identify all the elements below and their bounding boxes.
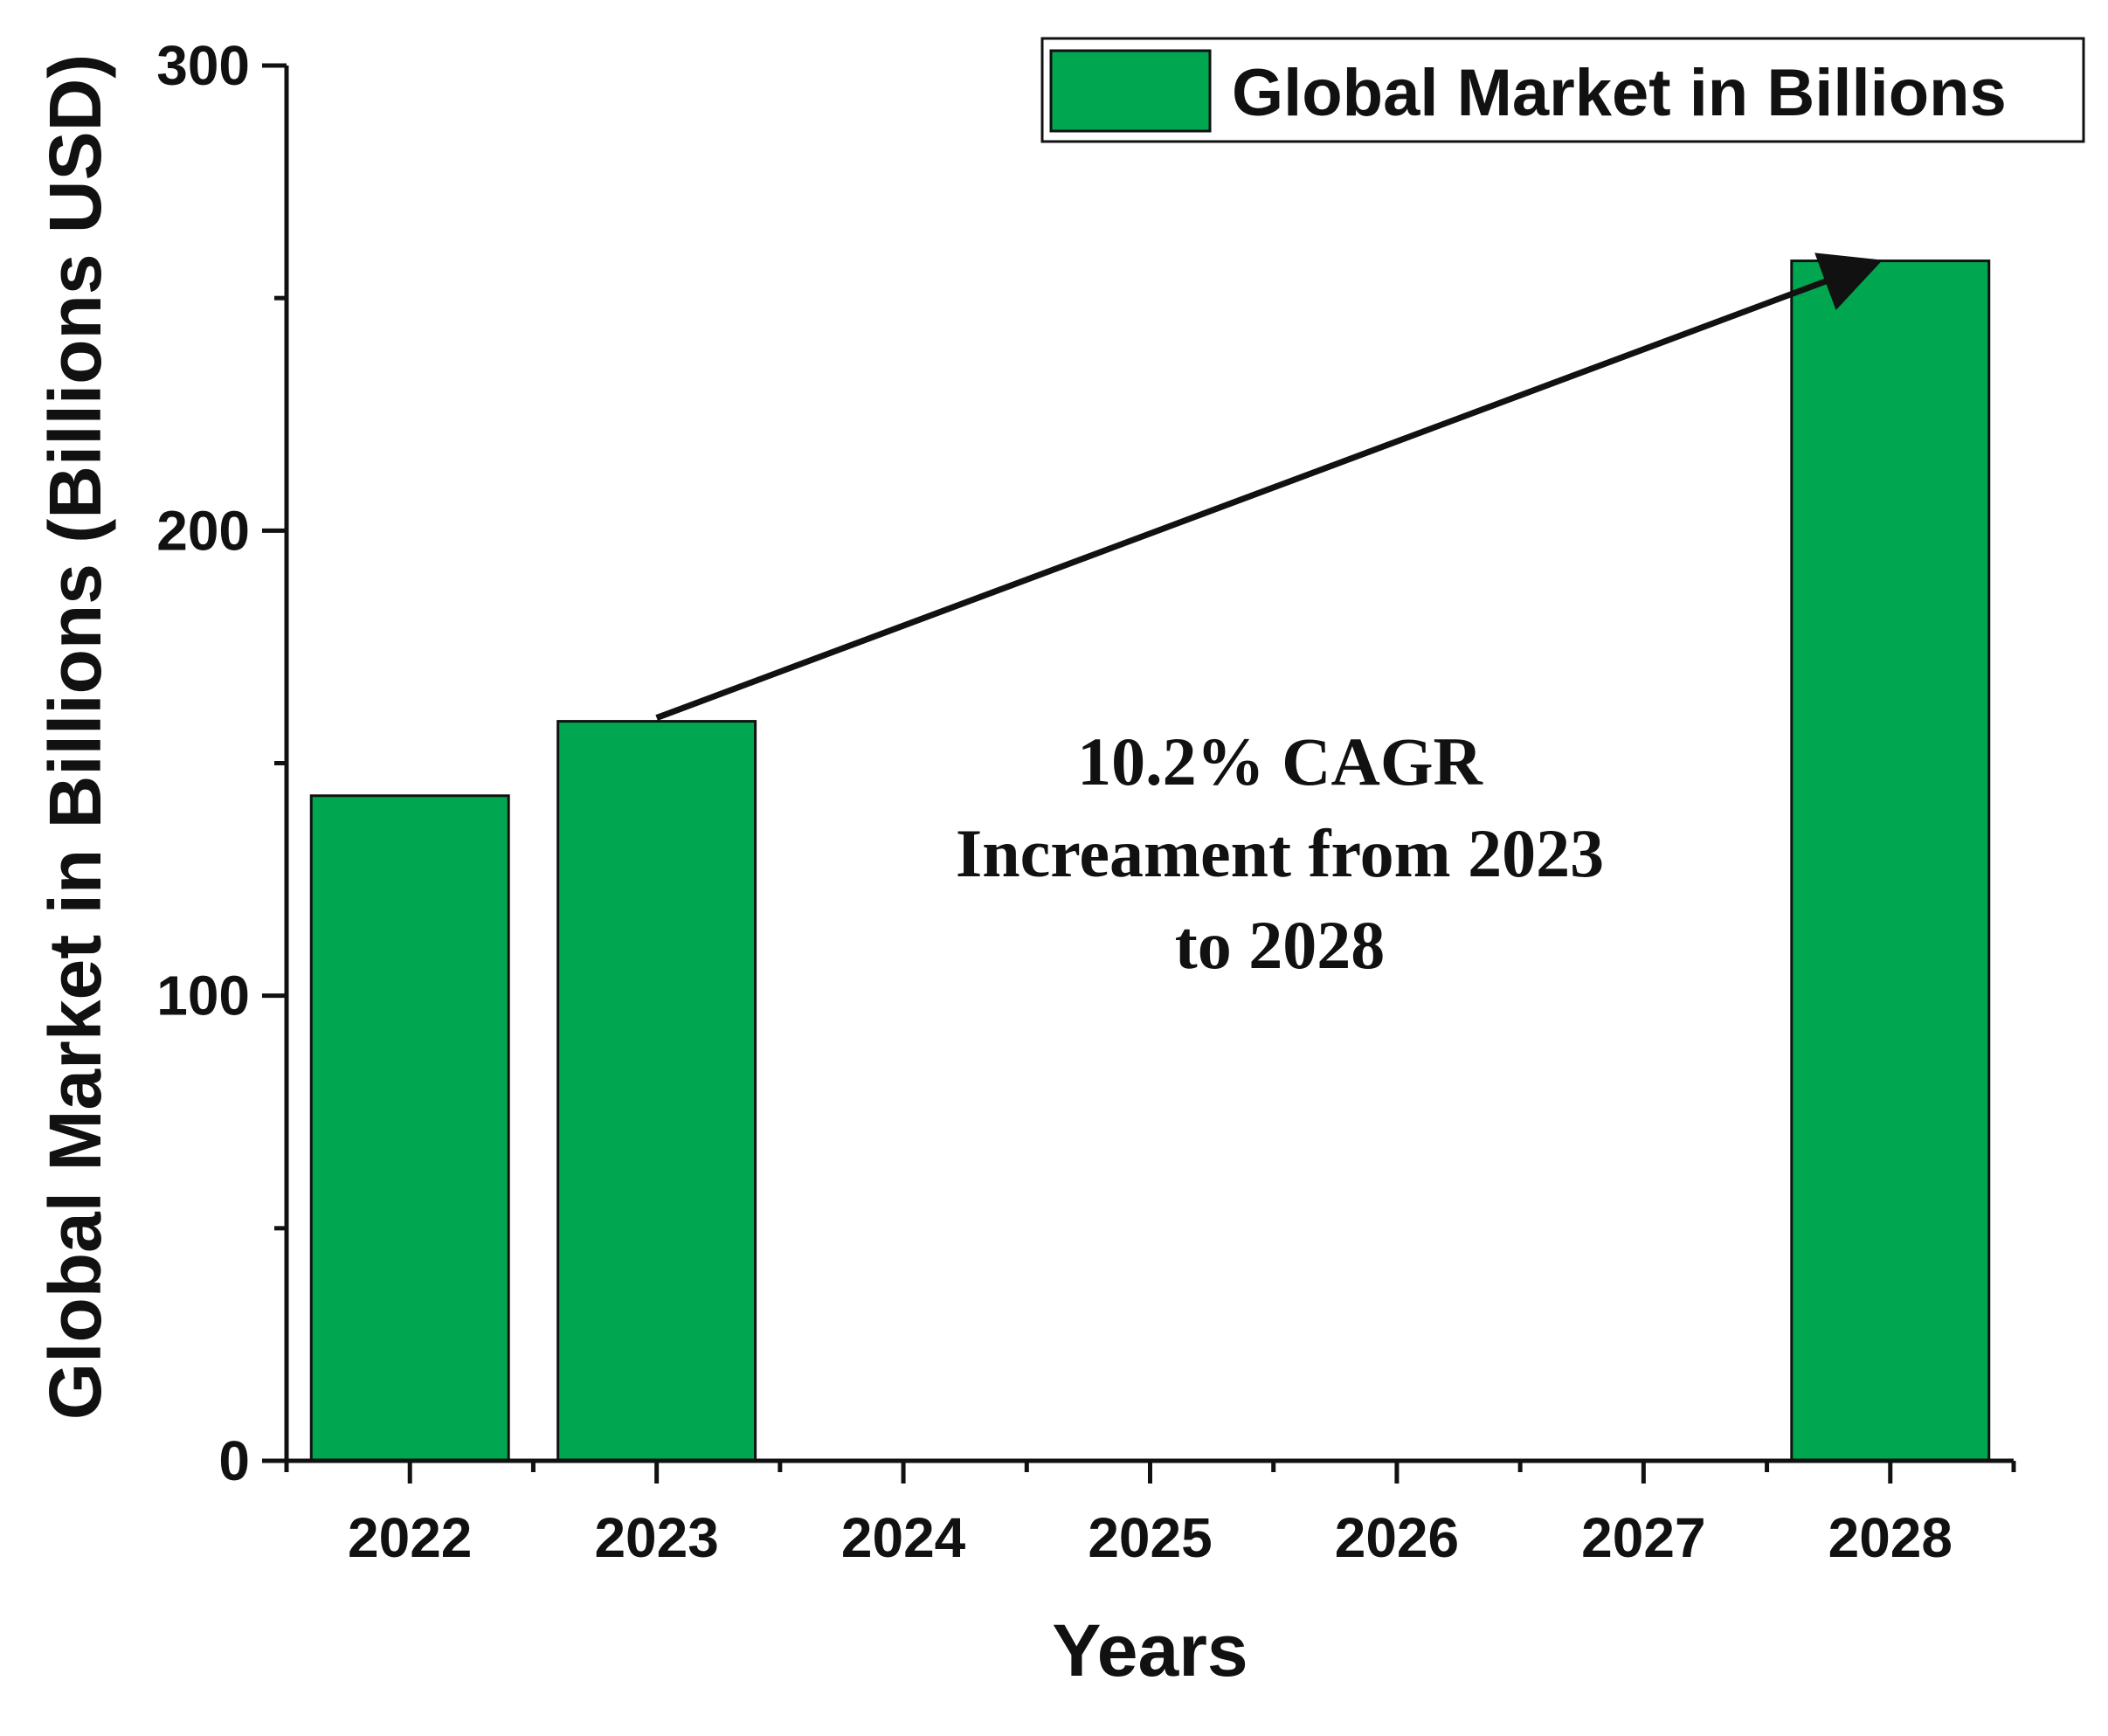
cagr-annotation: 10.2% CAGR Increament from 2023 to 2028 (956, 723, 1604, 983)
bar-2022 (309, 794, 510, 1463)
x-tick-label-2027: 2027 (1581, 1506, 1705, 1569)
y-axis-title: Global Market in Billions (Billions USD) (34, 54, 116, 1420)
legend: Global Market in Billions (1040, 37, 2085, 143)
legend-swatch (1049, 49, 1212, 133)
y-tick-label-300: 300 (156, 34, 250, 97)
legend-label: Global Market in Billions (1232, 56, 2007, 130)
legend-box (1040, 37, 2085, 143)
y-tick-label-200: 200 (156, 499, 250, 562)
x-tick-label-2022: 2022 (348, 1506, 472, 1569)
x-tick-label-2025: 2025 (1088, 1506, 1212, 1569)
x-axis-title: Years (1052, 1609, 1248, 1691)
bar-2023 (556, 720, 757, 1463)
x-tick-label-2026: 2026 (1335, 1506, 1459, 1569)
cagr-arrow (655, 252, 1883, 721)
bar-2028 (1790, 259, 1991, 1463)
annotation-line-2: Increament from 2023 (956, 815, 1604, 891)
y-axis-ticks: 0 100 200 300 (156, 34, 287, 1492)
bars-layer (309, 259, 1991, 1463)
x-axis-ticks: 2022 2023 2024 2025 2026 2027 2028 (284, 1461, 2016, 1569)
y-tick-label-0: 0 (218, 1429, 250, 1492)
annotation-line-1: 10.2% CAGR (1077, 723, 1483, 799)
annotation-line-3: to 2028 (1175, 907, 1385, 983)
x-tick-label-2024: 2024 (841, 1506, 966, 1569)
x-tick-label-2023: 2023 (594, 1506, 718, 1569)
y-tick-label-100: 100 (156, 965, 250, 1027)
x-tick-label-2028: 2028 (1828, 1506, 1952, 1569)
